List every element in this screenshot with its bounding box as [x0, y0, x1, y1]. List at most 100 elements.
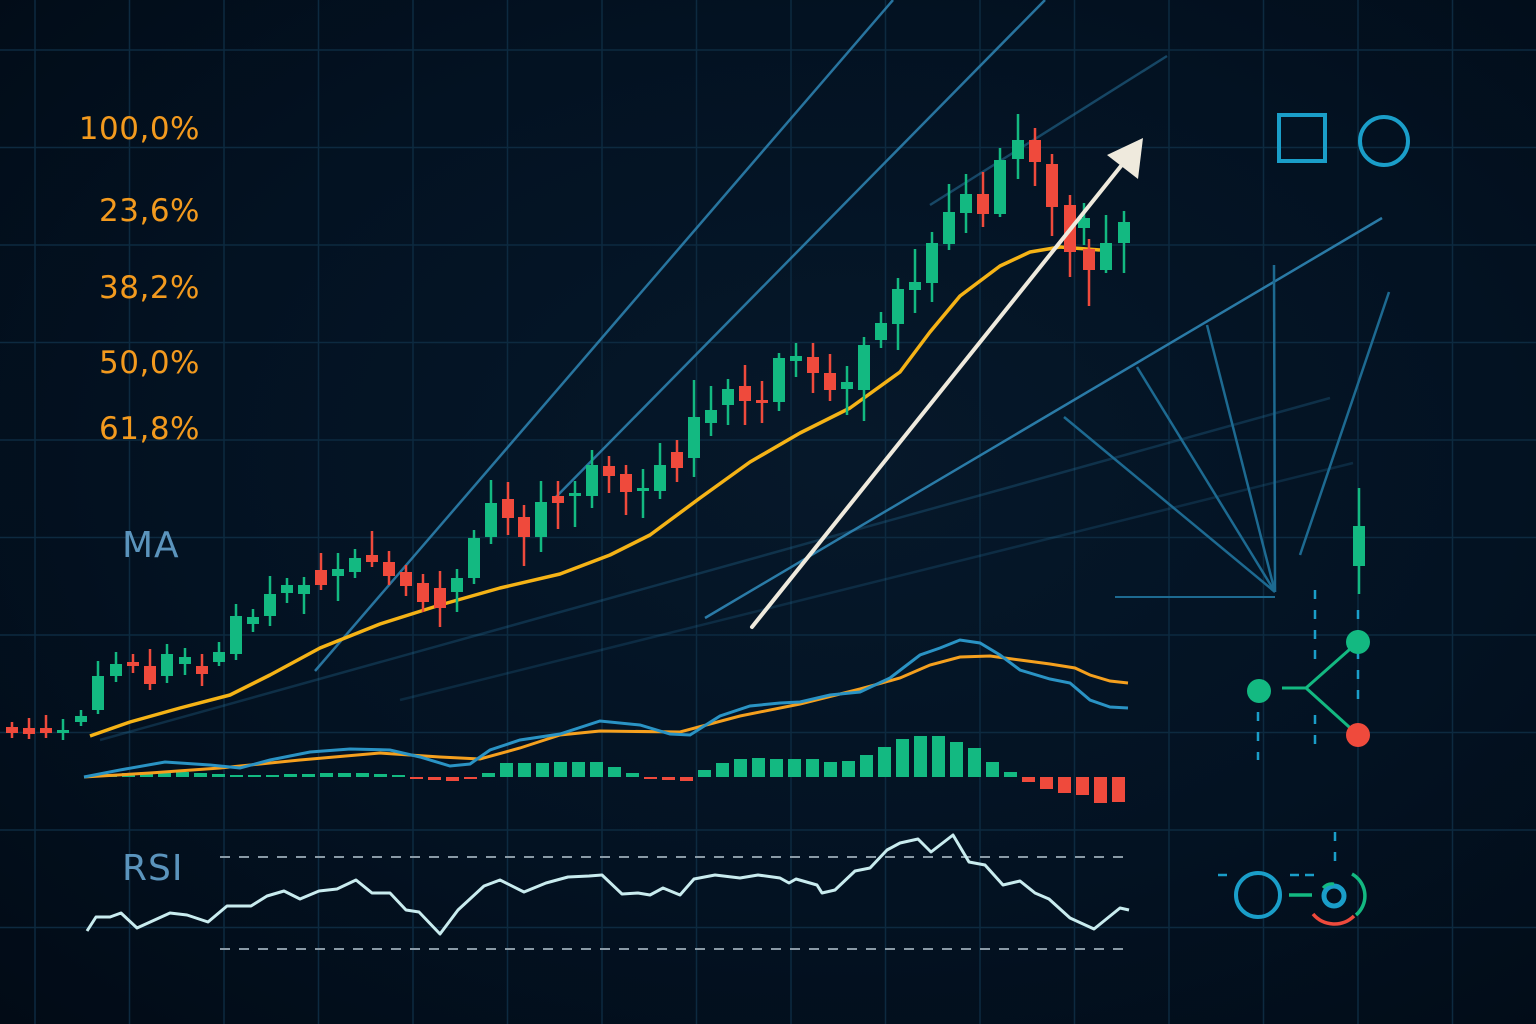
trend-line[interactable]	[704, 216, 1383, 620]
candle-bullish[interactable]	[892, 289, 904, 324]
candle-bullish[interactable]	[281, 585, 293, 593]
candle-bearish[interactable]	[756, 400, 768, 403]
candle-bullish[interactable]	[161, 654, 173, 676]
macd-histogram-bar	[1094, 777, 1107, 803]
fan-ray[interactable]	[1205, 324, 1277, 593]
fan-ray[interactable]	[1272, 264, 1277, 593]
candle-bullish[interactable]	[1353, 526, 1365, 566]
candle-bearish[interactable]	[552, 496, 564, 503]
candle-bearish[interactable]	[6, 727, 18, 733]
candle-bullish[interactable]	[468, 538, 480, 578]
candle-bullish[interactable]	[858, 345, 870, 390]
candle-bullish[interactable]	[943, 212, 955, 244]
candle-bearish[interactable]	[417, 583, 429, 602]
candle-bullish[interactable]	[179, 657, 191, 664]
trend-arrow[interactable]	[750, 154, 1131, 629]
candle-bearish[interactable]	[620, 474, 632, 492]
candle-bullish[interactable]	[110, 664, 122, 676]
circle-tool-icon[interactable]	[1358, 115, 1410, 167]
fib-label-61-8: 61,8%	[99, 411, 200, 447]
candle-bullish[interactable]	[92, 676, 104, 710]
macd-signal-line[interactable]	[83, 654, 1129, 779]
fan-ray[interactable]	[1135, 366, 1277, 593]
node-red-icon[interactable]	[1346, 723, 1370, 747]
trend-line[interactable]	[552, 0, 1046, 501]
fan-ray[interactable]	[1298, 291, 1391, 556]
candle-bullish[interactable]	[688, 417, 700, 458]
candle-bullish[interactable]	[1012, 140, 1024, 159]
candle-bearish[interactable]	[807, 357, 819, 373]
trend-line[interactable]	[99, 396, 1331, 742]
candle-bullish[interactable]	[298, 585, 310, 594]
candle-bullish[interactable]	[722, 389, 734, 405]
candle-bullish[interactable]	[773, 358, 785, 402]
candle-bullish[interactable]	[875, 323, 887, 340]
moving-average-line[interactable]	[89, 245, 1101, 738]
node-green-icon[interactable]	[1346, 630, 1370, 654]
candle-bullish[interactable]	[247, 617, 259, 624]
candle-bullish[interactable]	[75, 716, 87, 722]
target-ring-icon[interactable]	[1321, 883, 1347, 909]
candle-bearish[interactable]	[127, 662, 139, 666]
macd-histogram-bar	[680, 777, 693, 781]
rsi-line[interactable]	[85, 833, 1130, 936]
candle-bearish[interactable]	[40, 728, 52, 733]
macd-histogram-bar	[1058, 777, 1071, 793]
candle-bearish[interactable]	[824, 373, 836, 390]
candle-bearish[interactable]	[671, 452, 683, 468]
rectangle-tool-icon[interactable]	[1277, 113, 1327, 163]
candle-bullish[interactable]	[790, 356, 802, 361]
candle-bullish[interactable]	[586, 465, 598, 496]
candle-bearish[interactable]	[977, 194, 989, 214]
candle-bearish[interactable]	[603, 466, 615, 476]
candle-bearish[interactable]	[383, 562, 395, 576]
candle-bullish[interactable]	[451, 578, 463, 592]
candle-bullish[interactable]	[960, 194, 972, 213]
candle-bullish[interactable]	[654, 465, 666, 491]
node-green-icon[interactable]	[1247, 679, 1271, 703]
candle-bullish[interactable]	[841, 382, 853, 389]
candle-bearish[interactable]	[144, 666, 156, 684]
trend-line[interactable]	[314, 0, 894, 672]
candle-bullish[interactable]	[535, 502, 547, 537]
macd-histogram-bar	[698, 770, 711, 777]
candle-bullish[interactable]	[264, 594, 276, 616]
candle-bullish[interactable]	[1118, 222, 1130, 243]
candle-bearish[interactable]	[502, 499, 514, 518]
candle-bearish[interactable]	[400, 572, 412, 586]
candle-bearish[interactable]	[518, 517, 530, 537]
candle-bullish[interactable]	[213, 652, 225, 662]
macd-histogram-bar	[230, 775, 243, 777]
candle-bearish[interactable]	[1029, 140, 1041, 162]
candle-bullish[interactable]	[1078, 218, 1090, 228]
ring-icon[interactable]	[1234, 871, 1282, 919]
candle-bullish[interactable]	[926, 243, 938, 283]
candle-bearish[interactable]	[315, 570, 327, 585]
candle-bullish[interactable]	[994, 160, 1006, 214]
candle-bearish[interactable]	[434, 588, 446, 608]
fib-label-100: 100,0%	[78, 111, 200, 147]
candle-bearish[interactable]	[23, 728, 35, 734]
candle-bullish[interactable]	[332, 569, 344, 576]
candle-bearish[interactable]	[1046, 164, 1058, 207]
trend-line[interactable]	[399, 461, 1354, 702]
macd-line[interactable]	[83, 638, 1129, 779]
candle-bullish[interactable]	[705, 410, 717, 423]
candle-bearish[interactable]	[196, 666, 208, 674]
candle-bullish[interactable]	[349, 558, 361, 572]
candle-bullish[interactable]	[909, 282, 921, 290]
candle-bearish[interactable]	[1083, 249, 1095, 270]
candle-bullish[interactable]	[57, 730, 69, 733]
fib-label-38-2: 38,2%	[99, 270, 200, 306]
candle-bullish[interactable]	[637, 488, 649, 491]
trend-line[interactable]	[929, 54, 1168, 207]
candle-bullish[interactable]	[485, 503, 497, 537]
candle-bullish[interactable]	[1100, 243, 1112, 270]
candle-bearish[interactable]	[739, 386, 751, 401]
candle-bearish[interactable]	[366, 555, 378, 562]
candle-bullish[interactable]	[569, 493, 581, 496]
macd-histogram-bar	[608, 767, 621, 777]
candle-bullish[interactable]	[230, 616, 242, 654]
fan-ray[interactable]	[1063, 416, 1276, 593]
